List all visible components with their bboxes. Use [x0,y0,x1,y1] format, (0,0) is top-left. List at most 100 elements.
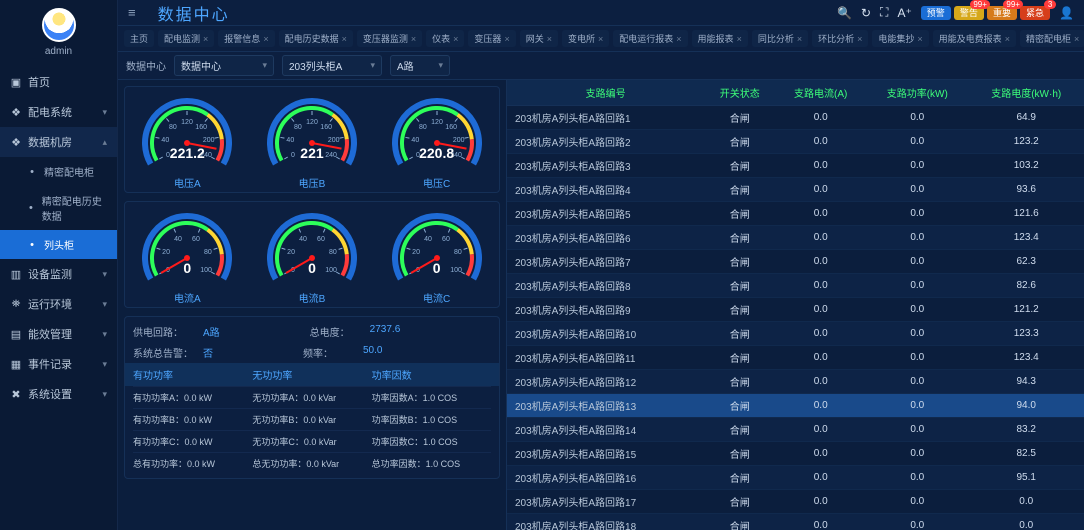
nav-label: 首页 [28,74,50,90]
alert-button[interactable]: 预警 [921,6,951,20]
table-row[interactable]: 203机房A列头柜A路回路9合闸0.00.0121.2 [507,298,1084,322]
alert-button[interactable]: 紧急3 [1020,6,1050,20]
power-row: 有功功率C：0.0 kW无功功率C：0.0 kVar功率因数C：1.0 COS [133,430,491,452]
table-row[interactable]: 203机房A列头柜A路回路14合闸0.00.083.2 [507,418,1084,442]
tab[interactable]: 主页 [124,30,154,47]
tab-label: 配电监测 [164,32,200,45]
gauge: 04080120160200240221.2电压A [132,93,242,190]
refresh-icon[interactable]: ↻ [861,6,871,20]
tab[interactable]: 用能及电费报表× [933,30,1016,47]
table-row[interactable]: 203机房A列头柜A路回路3合闸0.00.0103.2 [507,154,1084,178]
user-icon[interactable]: 👤 [1059,6,1074,20]
table-row[interactable]: 203机房A列头柜A路回路11合闸0.00.0123.4 [507,346,1084,370]
nav-item[interactable]: ❖配电系统▾ [0,97,117,127]
nav-item[interactable]: ▣首页 [0,67,117,97]
tab[interactable]: 仪表× [426,30,464,47]
tab[interactable]: 配电运行报表× [613,30,687,47]
close-icon[interactable]: × [411,34,416,44]
close-icon[interactable]: × [676,34,681,44]
svg-text:20: 20 [412,249,420,256]
alert-button[interactable]: 警告99+ [954,6,984,20]
lang-icon[interactable]: A⁺ [897,6,911,20]
table-row[interactable]: 203机房A列头柜A路回路15合闸0.00.082.5 [507,442,1084,466]
tab[interactable]: 配电监测× [158,30,214,47]
fullscreen-icon[interactable]: ⛶ [880,5,888,20]
tab[interactable]: 环比分析× [812,30,868,47]
table-row[interactable]: 203机房A列头柜A路回路10合闸0.00.0123.3 [507,322,1084,346]
filter-select-1[interactable]: 数据中心▾ [174,55,274,76]
close-icon[interactable]: × [1074,34,1079,44]
nav-label: 系统设置 [28,386,72,402]
table-row[interactable]: 203机房A列头柜A路回路17合闸0.00.00.0 [507,490,1084,514]
hamburger-icon[interactable]: ≡ [128,5,136,20]
tab[interactable]: 配电历史数据× [279,30,353,47]
data-table: 支路编号开关状态支路电流(A)支路功率(kW)支路电度(kW·h) 203机房A… [507,80,1084,530]
close-icon[interactable]: × [1005,34,1010,44]
close-icon[interactable]: × [547,34,552,44]
close-icon[interactable]: × [504,34,509,44]
nav-subitem[interactable]: •精密配电柜 [0,157,117,186]
table-row[interactable]: 203机房A列头柜A路回路16合闸0.00.095.1 [507,466,1084,490]
tab-label: 主页 [130,32,148,45]
svg-text:80: 80 [169,124,177,131]
search-icon[interactable]: 🔍 [837,6,852,20]
close-icon[interactable]: × [797,34,802,44]
table-row[interactable]: 203机房A列头柜A路回路6合闸0.00.0123.4 [507,226,1084,250]
gauge-value: 221 [257,145,367,161]
alert-button[interactable]: 重要99+ [987,6,1017,20]
nav-item[interactable]: ▦事件记录▾ [0,349,117,379]
gauge: 04080120160200240221电压B [257,93,367,190]
tab[interactable]: 变电所× [562,30,609,47]
table-row[interactable]: 203机房A列头柜A路回路8合闸0.00.082.6 [507,274,1084,298]
avatar[interactable] [42,8,76,42]
nav-item[interactable]: ✖系统设置▾ [0,379,117,409]
close-icon[interactable]: × [342,34,347,44]
svg-text:200: 200 [328,137,340,144]
tab[interactable]: 同比分析× [752,30,808,47]
nav-item[interactable]: ▥设备监测▾ [0,259,117,289]
svg-text:80: 80 [454,249,462,256]
tab[interactable]: 用能报表× [692,30,748,47]
tab[interactable]: 精密配电柜× [1020,30,1084,47]
table-row[interactable]: 203机房A列头柜A路回路4合闸0.00.093.6 [507,178,1084,202]
tab[interactable]: 变压器× [468,30,515,47]
nav-subitem[interactable]: •精密配电历史数据 [0,186,117,230]
table-row[interactable]: 203机房A列头柜A路回路13合闸0.00.094.0 [507,394,1084,418]
nav-icon: ▦ [10,358,22,371]
tab[interactable]: 网关× [520,30,558,47]
svg-text:120: 120 [306,119,318,126]
bullet-icon: • [26,202,36,214]
sidebar: admin ▣首页❖配电系统▾❖数据机房▴•精密配电柜•精密配电历史数据•列头柜… [0,0,118,530]
close-icon[interactable]: × [857,34,862,44]
svg-text:120: 120 [181,119,193,126]
close-icon[interactable]: × [453,34,458,44]
nav-item[interactable]: ⛯运行环境▾ [0,289,117,319]
close-icon[interactable]: × [737,34,742,44]
username: admin [0,46,117,57]
table-row[interactable]: 203机房A列头柜A路回路12合闸0.00.094.3 [507,370,1084,394]
table-col-header: 支路功率(kW) [866,80,968,106]
nav-item[interactable]: ❖数据机房▴ [0,127,117,157]
tab[interactable]: 报警信息× [218,30,274,47]
close-icon[interactable]: × [598,34,603,44]
svg-text:20: 20 [287,249,295,256]
table-row[interactable]: 203机房A列头柜A路回路1合闸0.00.064.9 [507,106,1084,130]
table-row[interactable]: 203机房A列头柜A路回路18合闸0.00.00.0 [507,514,1084,530]
close-icon[interactable]: × [263,34,268,44]
page-title: 数据中心 [158,1,230,25]
tab[interactable]: 变压器监测× [357,30,422,47]
table-row[interactable]: 203机房A列头柜A路回路2合闸0.00.0123.2 [507,130,1084,154]
filter-select-2[interactable]: 203列头柜A▾ [282,55,382,76]
filter-select-3[interactable]: A路▾ [390,55,450,76]
nav-subitem[interactable]: •列头柜 [0,230,117,259]
nav-item[interactable]: ▤能效管理▾ [0,319,117,349]
table-row[interactable]: 203机房A列头柜A路回路5合闸0.00.0121.6 [507,202,1084,226]
close-icon[interactable]: × [203,34,208,44]
info-box: 供电回路：A路总电度：2737.6系统总告警：否频率：50.0 有功功率无功功率… [124,316,500,479]
close-icon[interactable]: × [917,34,922,44]
chevron-icon: ▾ [102,389,107,400]
nav-label: 设备监测 [28,266,72,282]
nav-label: 精密配电柜 [44,164,94,179]
tab[interactable]: 电能集抄× [872,30,928,47]
table-row[interactable]: 203机房A列头柜A路回路7合闸0.00.062.3 [507,250,1084,274]
